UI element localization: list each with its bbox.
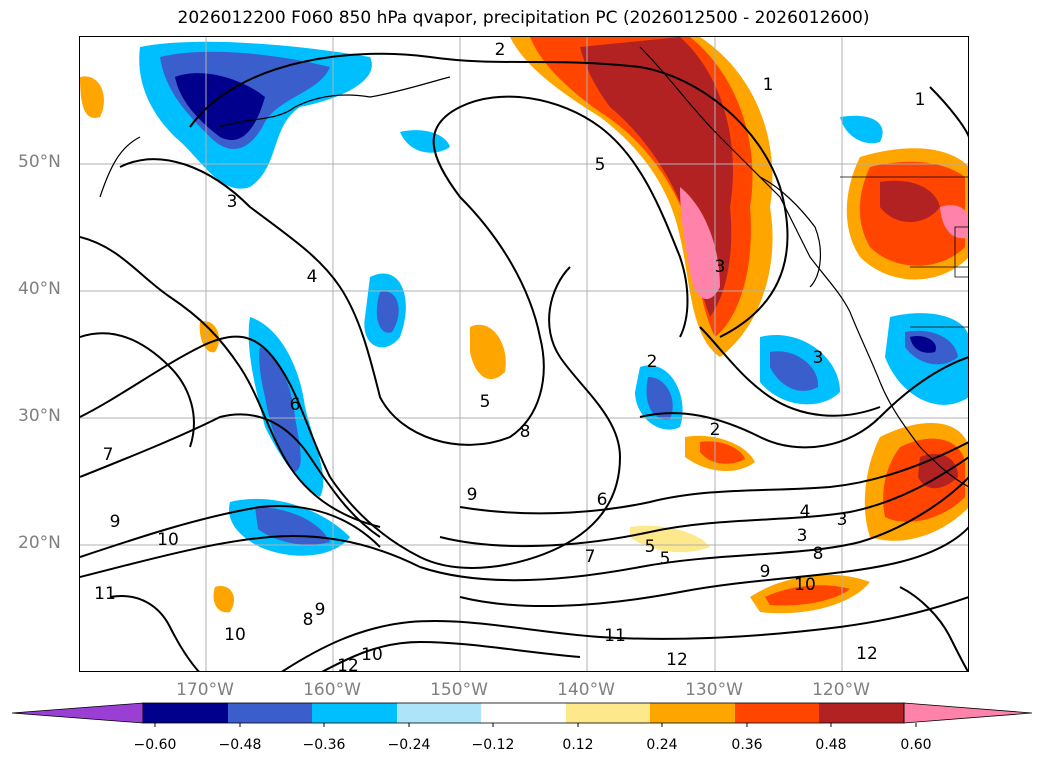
colorbar-segment	[650, 703, 735, 723]
contour-label: 6	[597, 490, 608, 510]
lon-label-140w: 140°W	[557, 680, 615, 700]
colorbar-tick-label: −0.24	[387, 737, 431, 753]
colorbar-extend-low	[12, 702, 144, 724]
lat-label-30n: 30°N	[18, 406, 61, 426]
coastlines	[99, 46, 968, 488]
pos-area-mid-1-red	[700, 441, 745, 464]
contour-label: 8	[520, 422, 531, 442]
contour-label: 3	[227, 192, 238, 212]
contour-label: 6	[290, 395, 301, 415]
contour-label: 9	[110, 512, 121, 532]
neg-area-mid-2-inner	[646, 377, 673, 420]
contour-label: 3	[813, 348, 824, 368]
contour-label: 10	[794, 575, 816, 595]
pos-area-se-dark	[918, 453, 958, 489]
contour-label: 11	[94, 584, 116, 604]
lon-label-120w: 120°W	[812, 680, 870, 700]
contour-label: 2	[495, 40, 506, 60]
pos-area-mid-2	[470, 324, 506, 380]
contour-label: 1	[763, 75, 774, 95]
contour-label: 3	[837, 510, 848, 530]
colorbar-tick-label: −0.60	[133, 737, 177, 753]
neg-area-west-small	[400, 130, 450, 153]
contour-label: 5	[660, 549, 671, 569]
colorbar-tick-label: −0.48	[218, 737, 262, 753]
contour-label: 12	[666, 650, 688, 670]
contour-label: 2	[647, 352, 658, 372]
contour-label: 12	[337, 656, 359, 672]
contour-label: 8	[303, 610, 314, 630]
contour-label: 1	[915, 90, 926, 110]
colorbar-segment	[481, 703, 566, 723]
contour-label: 7	[103, 445, 114, 465]
colorbar-segment	[566, 703, 650, 723]
pos-area-small-1	[80, 76, 104, 118]
map-panel: 2 1 1 3 5 4 3 2 3 6 5 7 8 9 6 4 3 3 8 9 …	[79, 36, 969, 672]
contour-label: 11	[604, 626, 626, 646]
colorbar-tick-label: 0.36	[731, 737, 763, 753]
colorbar-tick-label: 0.24	[646, 737, 678, 753]
pos-area-ne-dark	[880, 180, 940, 222]
neg-area-gulf-alaska-core	[175, 73, 265, 141]
colorbar	[12, 702, 1033, 727]
colorbar-segment	[397, 703, 481, 723]
pos-area-ne-pink	[940, 205, 968, 239]
lon-label-150w: 150°W	[430, 680, 488, 700]
contour-label: 7	[585, 547, 596, 567]
contour-label: 5	[595, 155, 606, 175]
lon-label-130w: 130°W	[685, 680, 743, 700]
colorbar-tick-label: −0.12	[471, 737, 515, 753]
colorbar-tick-label: −0.36	[302, 737, 346, 753]
colorbar-extend-high	[903, 702, 1033, 724]
contour-label: 10	[157, 530, 179, 550]
colorbar-tick-label: 0.60	[900, 737, 932, 753]
neg-area-baja-inner	[770, 351, 819, 391]
colorbar-tick-label: 0.48	[815, 737, 847, 753]
neg-area-east-small	[840, 115, 883, 144]
neg-area-central-2-inner	[255, 507, 330, 545]
contour-label: 4	[800, 502, 811, 522]
contour-label: 2	[710, 420, 721, 440]
lon-label-160w: 160°W	[303, 680, 361, 700]
colorbar-outline	[142, 702, 905, 724]
contour-label: 3	[797, 526, 808, 546]
colorbar-segment	[143, 703, 228, 723]
lat-label-20n: 20°N	[18, 533, 61, 553]
colorbar-segment	[312, 703, 397, 723]
lon-label-170w: 170°W	[176, 680, 234, 700]
neg-area-east-core	[910, 336, 936, 353]
contour-label: 9	[315, 600, 326, 620]
contour-label-layer: 2 1 1 3 5 4 3 2 3 6 5 7 8 9 6 4 3 3 8 9 …	[94, 40, 926, 672]
contour-label: 10	[224, 625, 246, 645]
pos-area-small-2	[213, 586, 235, 613]
pos-area-south-red	[765, 585, 850, 606]
contour-label: 8	[813, 544, 824, 564]
colorbar-segment	[735, 703, 819, 723]
contour-label: 4	[307, 267, 318, 287]
lat-label-40n: 40°N	[18, 279, 61, 299]
neg-area-mid-1-inner	[376, 291, 399, 333]
political-boundaries	[840, 176, 968, 328]
colorbar-tick-label: 0.12	[562, 737, 594, 753]
contour-label: 9	[467, 485, 478, 505]
contour-label: 5	[645, 537, 656, 557]
map-canvas: 2 1 1 3 5 4 3 2 3 6 5 7 8 9 6 4 3 3 8 9 …	[80, 37, 968, 672]
pos-area-nw-coast-pink	[680, 187, 720, 299]
contour-label: 9	[760, 562, 771, 582]
qvapor-contours	[80, 52, 968, 671]
map-title: 2026012200 F060 850 hPa qvapor, precipit…	[177, 8, 870, 28]
contour-label: 12	[856, 644, 878, 664]
lat-label-50n: 50°N	[18, 152, 61, 172]
colorbar-segment	[819, 703, 904, 723]
colorbar-segment	[228, 703, 312, 723]
contour-label: 3	[715, 257, 726, 277]
neg-area-central-1-inner	[259, 347, 301, 472]
contour-label: 5	[480, 392, 491, 412]
contour-label: 10	[361, 645, 383, 665]
